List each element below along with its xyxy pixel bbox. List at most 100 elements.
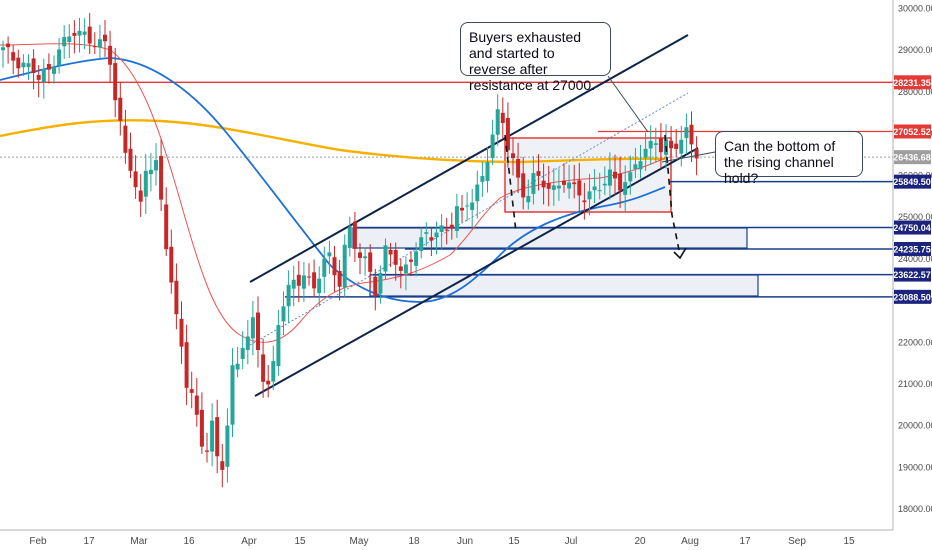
candle-body (475, 184, 480, 202)
candle-body (684, 127, 689, 139)
candle-body (689, 124, 694, 145)
y-tick-label: 24000.00 (898, 254, 932, 264)
candle-body (230, 365, 235, 425)
candle-body (505, 117, 510, 151)
candle-body (607, 169, 612, 186)
candle-body (363, 256, 368, 259)
candle-body (52, 66, 56, 74)
projection-path (664, 134, 681, 256)
y-tick-label: 30000.00 (898, 4, 932, 14)
level-tag-label: 23622.57 (893, 270, 931, 280)
candle-body (500, 112, 505, 123)
x-tick-label: Sep (788, 536, 806, 547)
candle-body (164, 204, 169, 250)
candle-body (628, 172, 633, 182)
candle-body (383, 245, 388, 272)
candle-body (57, 49, 62, 66)
level-tag (894, 241, 931, 256)
candle-body (77, 30, 82, 36)
candle-body (21, 62, 26, 68)
candle-body (521, 173, 526, 198)
candle-body (250, 317, 255, 339)
candle-body (495, 109, 500, 135)
candle-body (567, 182, 572, 189)
candle-body (143, 170, 148, 197)
candle-body (307, 276, 311, 278)
candle-body (388, 249, 393, 255)
candle-body (648, 140, 653, 149)
candle-body (205, 450, 209, 452)
projection-path-past (504, 134, 517, 233)
x-tick-label: 18 (408, 536, 420, 547)
candle-body (337, 271, 342, 287)
candle-body (199, 409, 204, 447)
candle-body (480, 176, 485, 182)
candle-body (138, 190, 143, 202)
level-tag-label: 24750.04 (893, 223, 931, 233)
candle-body (261, 354, 266, 382)
candle-body (215, 417, 220, 457)
candle-body (403, 264, 408, 274)
candle-body (194, 395, 199, 415)
candle-body (332, 257, 337, 276)
level-tag (894, 220, 931, 235)
channel-upper-line (249, 34, 689, 283)
candle-body (429, 237, 434, 241)
candle-body (240, 347, 245, 359)
candle-body (393, 249, 398, 265)
candle-body (82, 31, 87, 35)
candle-body (613, 171, 617, 179)
candle-body (271, 360, 276, 382)
candle-body (31, 58, 36, 74)
candle-body (281, 306, 286, 322)
y-tick-label: 28000.00 (898, 87, 932, 97)
x-tick-label: Mar (130, 536, 148, 547)
candle-body (179, 318, 184, 347)
candle-body (582, 200, 587, 203)
candle-body (342, 244, 347, 288)
candle-body (444, 229, 449, 231)
candle-body (276, 325, 281, 366)
candle-body (266, 380, 271, 385)
candle-body (41, 68, 46, 83)
annotation-buyers-exhausted-text: Buyers exhausted and started to reverse … (469, 29, 596, 93)
x-tick-label: Feb (29, 536, 47, 547)
candle-body (118, 97, 123, 121)
candle-body (414, 251, 419, 266)
x-tick-label: 20 (634, 536, 646, 547)
level-tag-label: 24235.75 (893, 244, 931, 254)
candle-body (347, 226, 352, 248)
x-tick-label: 15 (508, 536, 520, 547)
level-tag (894, 124, 931, 139)
ma-long-line (0, 119, 666, 164)
candle-body (159, 155, 164, 200)
candle-body (516, 159, 521, 178)
candle-body (572, 182, 577, 185)
candle-body (87, 26, 92, 44)
candle-body (592, 186, 597, 191)
candles-group (1, 12, 699, 488)
callout-pointer-1 (607, 75, 649, 133)
candle-body (658, 138, 663, 153)
candle-body (562, 180, 566, 185)
candle-body (26, 63, 31, 68)
candle-body (638, 161, 643, 170)
y-tick-label: 19000.00 (898, 462, 932, 472)
y-tick-label: 25000.00 (898, 212, 932, 222)
candle-body (439, 225, 444, 232)
y-tick-label: 20000.00 (898, 421, 932, 431)
candle-body (174, 280, 179, 315)
x-tick-label: Aug (681, 536, 699, 547)
candle-body (674, 143, 679, 150)
x-tick-label: 16 (183, 536, 195, 547)
candle-body (526, 196, 531, 203)
level-tag (894, 150, 931, 165)
x-tick-label: Jun (457, 536, 473, 547)
candle-body (322, 258, 327, 277)
annotation-buyers-exhausted: Buyers exhausted and started to reverse … (460, 22, 611, 93)
candle-body (398, 266, 403, 271)
candle-body (536, 171, 541, 176)
candle-body (409, 259, 413, 262)
x-tick-label: Jul (565, 536, 578, 547)
